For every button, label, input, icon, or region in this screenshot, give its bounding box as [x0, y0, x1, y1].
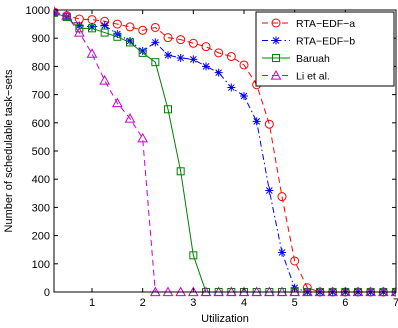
- data-point: [188, 38, 198, 48]
- data-point: [138, 25, 148, 35]
- data-point: [264, 119, 274, 129]
- data-point: [164, 105, 172, 114]
- data-point: [252, 117, 261, 126]
- legend: RTA−EDF−a RTA−EDF−b Baruah Li et al.: [255, 11, 395, 87]
- data-point: [73, 27, 85, 37]
- data-point: [88, 24, 96, 33]
- data-point: [176, 53, 185, 62]
- data-point: [201, 42, 211, 52]
- x-axis-label: Utilization: [201, 313, 249, 325]
- data-point: [112, 19, 122, 29]
- data-point: [277, 192, 287, 202]
- x-tick-label: 1: [89, 297, 95, 309]
- data-point: [150, 22, 160, 32]
- data-point: [189, 251, 198, 260]
- data-point: [151, 38, 160, 47]
- y-tick-label: 300: [32, 202, 50, 214]
- axes: 1 2 3 4 5 6 7 0 100 200 300 400 500 600 700 800 900 1000: [26, 5, 398, 309]
- legend-entry-label: RTA−EDF−b: [296, 36, 355, 48]
- data-point: [202, 62, 210, 71]
- data-point: [214, 48, 224, 58]
- data-point: [151, 58, 160, 67]
- y-tick-label: 800: [32, 61, 50, 73]
- data-point: [176, 35, 186, 45]
- data-point: [226, 52, 236, 62]
- legend-marker: [271, 18, 281, 28]
- data-point: [86, 48, 98, 58]
- y-tick-label: 700: [32, 90, 50, 102]
- data-point: [113, 29, 122, 38]
- x-tick-label: 3: [190, 297, 196, 309]
- x-tick-label: 5: [292, 297, 298, 309]
- data-point: [99, 74, 111, 85]
- data-point: [113, 32, 122, 41]
- data-point: [54, 5, 60, 16]
- legend-marker: [272, 36, 280, 45]
- y-tick-label: 100: [32, 259, 50, 271]
- data-point: [126, 37, 134, 46]
- data-point: [88, 22, 96, 31]
- legend-entry-label: Li et al.: [296, 71, 330, 83]
- x-tick-label: 4: [241, 297, 247, 309]
- legend-box: [255, 11, 395, 87]
- data-point: [265, 186, 274, 195]
- data-point: [125, 22, 135, 32]
- y-tick-label: 900: [32, 33, 50, 45]
- data-point: [124, 113, 136, 123]
- data-point: [126, 38, 134, 47]
- data-point: [278, 248, 286, 257]
- data-point: [214, 68, 223, 77]
- data-point: [163, 33, 173, 43]
- data-point: [240, 92, 248, 101]
- data-point: [239, 60, 249, 70]
- x-tick-label: 7: [393, 297, 398, 309]
- legend-marker: [270, 69, 282, 80]
- data-point: [189, 55, 198, 64]
- data-point: [138, 48, 147, 57]
- y-tick-label: 200: [32, 231, 50, 243]
- y-tick-label: 0: [44, 287, 50, 299]
- legend-entry-label: Baruah: [296, 53, 330, 65]
- y-tick-label: 600: [32, 118, 50, 130]
- data-point: [100, 21, 109, 30]
- x-tick-label: 6: [342, 297, 348, 309]
- legend-marker: [272, 54, 280, 62]
- data-point: [100, 28, 109, 37]
- data-point: [138, 46, 147, 55]
- data-point: [164, 51, 172, 60]
- data-point: [227, 83, 236, 92]
- y-tick-label: 500: [32, 146, 50, 158]
- legend-entry-label: RTA−EDF−a: [296, 18, 355, 30]
- y-tick-label: 1000: [26, 5, 50, 17]
- data-point: [290, 256, 300, 266]
- data-point: [75, 21, 84, 30]
- y-axis-label: Number of schedulable task−sets: [3, 69, 15, 232]
- data-point: [111, 97, 123, 108]
- y-tick-label: 400: [32, 174, 50, 186]
- x-tick-label: 2: [140, 297, 146, 309]
- data-point: [176, 167, 185, 176]
- data-point: [61, 10, 73, 20]
- data-point: [137, 132, 149, 143]
